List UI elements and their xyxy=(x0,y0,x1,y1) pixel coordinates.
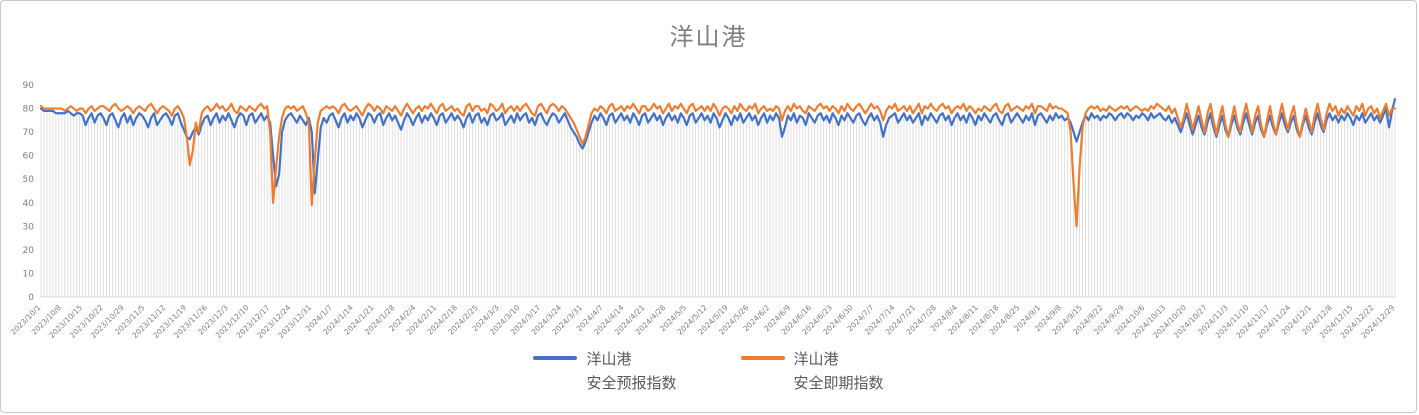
svg-text:60: 60 xyxy=(23,152,35,162)
svg-text:0: 0 xyxy=(28,293,34,303)
series-line-safety-spot-index[interactable] xyxy=(39,102,1397,228)
svg-text:80: 80 xyxy=(23,105,35,115)
legend-item-spot-index[interactable]: 洋山港 安全即期指数 xyxy=(740,347,884,397)
svg-text:30: 30 xyxy=(23,222,35,232)
legend-label-spot-index: 洋山港 安全即期指数 xyxy=(793,349,884,393)
svg-text:40: 40 xyxy=(23,199,35,209)
x-axis-labels: 2023/10/12023/10/82023/10/152023/10/2220… xyxy=(9,303,1397,340)
legend-swatch-spot-index xyxy=(740,355,785,360)
legend-label-forecast-index: 洋山港 安全预报指数 xyxy=(586,349,677,393)
chart-legend: 洋山港 安全预报指数 洋山港 安全即期指数 xyxy=(1,347,1416,397)
svg-text:20: 20 xyxy=(23,246,35,256)
plot-area: 0 10 20 30 40 50 60 70 80 90 2023/10/12023/10/8202… xyxy=(9,81,1397,340)
legend-item-forecast-index[interactable]: 洋山港 安全预报指数 xyxy=(533,347,677,397)
svg-text:10: 10 xyxy=(23,269,35,279)
drop-lines xyxy=(40,109,1396,297)
legend-swatch-forecast-index xyxy=(533,355,578,360)
y-axis-labels: 0 10 20 30 40 50 60 70 80 90 xyxy=(23,81,35,303)
svg-text:50: 50 xyxy=(23,175,35,185)
svg-text:90: 90 xyxy=(23,81,35,91)
chart-title: 洋山港 xyxy=(669,23,748,51)
svg-text:70: 70 xyxy=(23,128,35,138)
series-line-safety-forecast-index[interactable] xyxy=(39,98,1397,195)
